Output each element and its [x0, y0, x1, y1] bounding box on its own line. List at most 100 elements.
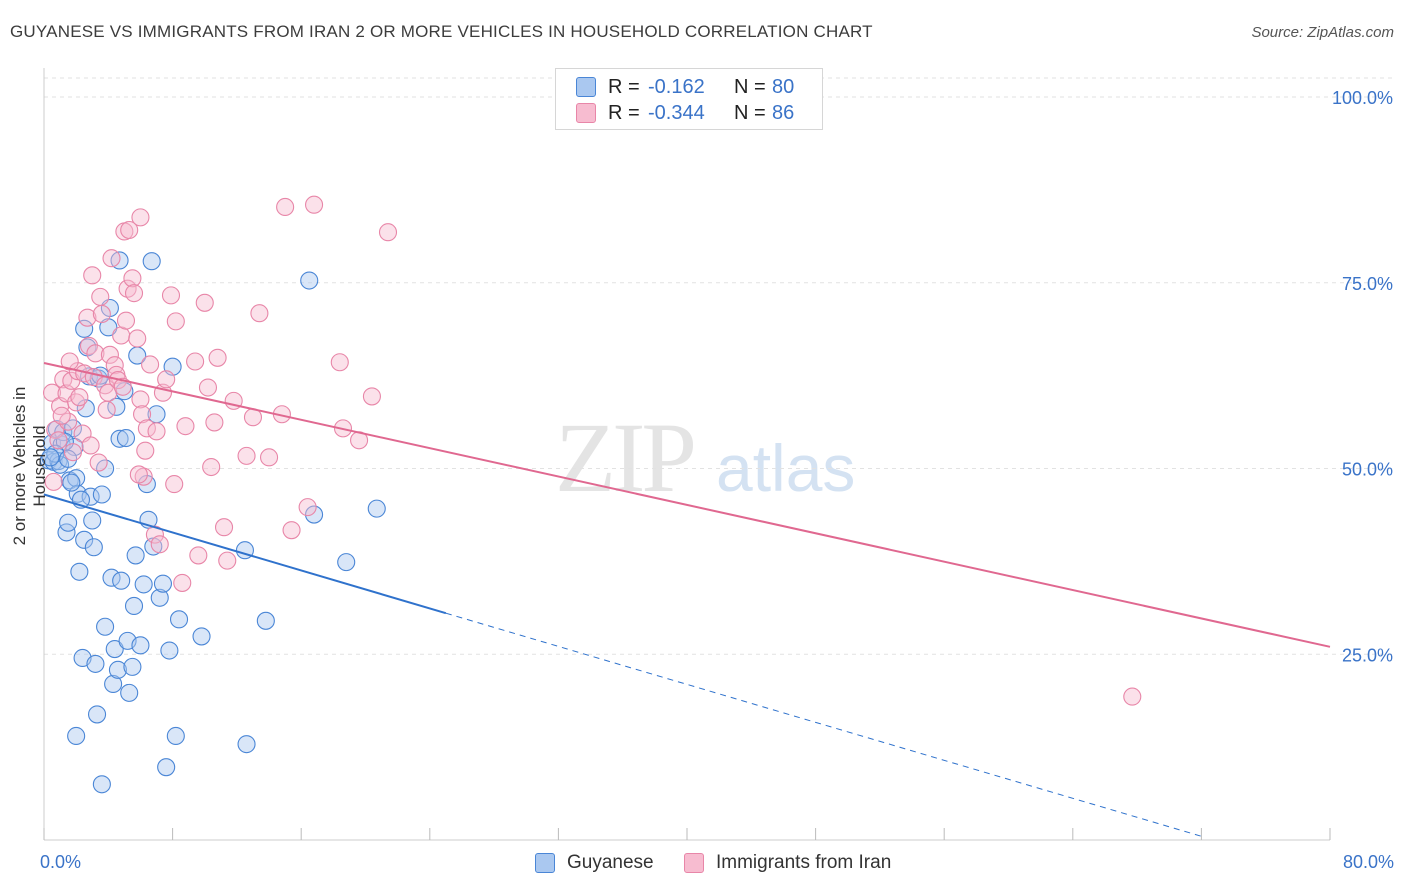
- iran-point: [276, 197, 295, 217]
- r-value: -0.162: [648, 75, 705, 98]
- guyanese-point: [104, 674, 123, 694]
- guyanese-point: [76, 399, 95, 418]
- guyanese-point: [41, 448, 60, 467]
- y-tick-label: 50.0%: [1342, 460, 1393, 480]
- watermark-atlas: atlas: [716, 431, 856, 505]
- iran-point: [81, 436, 100, 455]
- guyanese-point: [126, 546, 145, 565]
- guyanese-point: [96, 617, 115, 636]
- r-value: -0.344: [648, 101, 705, 124]
- guyanese-swatch: [576, 77, 596, 97]
- guyanese-point: [169, 610, 189, 629]
- iran-point: [86, 344, 105, 363]
- iran-point: [186, 352, 205, 371]
- iran-point: [202, 457, 221, 477]
- iran-point: [166, 312, 185, 331]
- guyanese-point: [75, 530, 94, 549]
- iran-point: [176, 417, 195, 436]
- y-axis-label: 2 or more Vehicles in Household: [10, 386, 49, 546]
- iran-swatch: [684, 853, 704, 873]
- y-tick-label: 100.0%: [1332, 88, 1393, 108]
- legend-label: Guyanese: [567, 852, 654, 873]
- legend-label: Immigrants from Iran: [716, 852, 892, 873]
- guyanese-point: [116, 428, 136, 448]
- guyanese-point: [305, 505, 324, 524]
- axes: [43, 68, 1331, 841]
- guyanese-point: [142, 252, 161, 271]
- iran-point: [161, 286, 181, 305]
- iran-point: [113, 377, 132, 396]
- iran-point: [70, 388, 89, 407]
- iran-point: [205, 413, 224, 432]
- trend-lines: [43, 362, 1331, 837]
- iran-point: [1123, 687, 1142, 706]
- iran-point: [305, 195, 324, 214]
- guyanese-point: [86, 654, 105, 673]
- iran-point: [131, 390, 150, 409]
- y-tick-label: 25.0%: [1342, 645, 1393, 665]
- legend-item-iran[interactable]: Immigrants from Iran: [684, 852, 891, 874]
- guyanese-point: [337, 553, 356, 572]
- series-legend: Guyanese Immigrants from Iran: [0, 852, 1406, 878]
- guyanese-point: [108, 660, 127, 679]
- iran-point: [282, 521, 301, 540]
- guyanese-point: [131, 636, 150, 655]
- iran-point: [91, 287, 110, 306]
- guyanese-point: [256, 611, 275, 630]
- iran-point: [123, 269, 142, 288]
- iran-point: [165, 475, 184, 494]
- guyanese-point: [70, 562, 89, 581]
- iran-point: [218, 551, 237, 570]
- iran-point: [173, 573, 192, 592]
- iran-point: [79, 336, 99, 355]
- guyanese-point: [300, 271, 319, 290]
- iran-point: [120, 220, 139, 240]
- guyanese-point: [59, 513, 78, 532]
- iran-point: [141, 355, 160, 374]
- iran-point: [97, 400, 116, 419]
- guyanese-point: [84, 538, 103, 557]
- guyanese-point: [124, 596, 144, 616]
- iran-point: [89, 453, 108, 472]
- iran-point: [145, 525, 164, 544]
- iran-point: [134, 467, 153, 486]
- iran-point: [136, 441, 155, 460]
- iran-point: [100, 345, 119, 364]
- r-label: R =: [608, 101, 640, 124]
- stats-legend: R = -0.162 N = 80 R = -0.344 N = 86: [555, 68, 823, 130]
- watermark-zip: ZIP: [555, 402, 697, 513]
- iran-point: [378, 223, 398, 242]
- guyanese-point: [83, 511, 102, 530]
- guyanese-points: [39, 251, 386, 794]
- iran-point: [129, 465, 148, 484]
- iran-point: [116, 311, 136, 330]
- iran-point: [157, 370, 176, 389]
- iran-point: [124, 284, 144, 303]
- source-label: Source: ZipAtlas.com: [1251, 24, 1394, 41]
- legend-item-guyanese[interactable]: Guyanese: [535, 852, 654, 874]
- iran-point: [189, 546, 208, 565]
- iran-point: [102, 249, 121, 268]
- iran-point: [49, 431, 68, 450]
- iran-point: [150, 535, 169, 554]
- iran-trend-line: [43, 362, 1331, 648]
- guyanese-point: [110, 429, 129, 448]
- iran-point: [42, 383, 62, 402]
- iran-point: [133, 405, 152, 424]
- stats-legend-row-iran: R = -0.344 N = 86: [576, 100, 794, 126]
- guyanese-point: [153, 574, 173, 593]
- y-tick-labels: 25.0% 50.0% 75.0% 100.0%: [1332, 88, 1393, 665]
- iran-point: [147, 422, 166, 441]
- guyanese-point: [192, 627, 211, 646]
- r-label: R =: [608, 75, 640, 98]
- iran-point: [214, 518, 234, 537]
- stats-legend-row-guyanese: R = -0.162 N = 80: [576, 74, 794, 100]
- iran-point: [128, 329, 147, 348]
- iran-point: [92, 304, 111, 324]
- guyanese-point: [92, 485, 111, 504]
- guyanese-point: [166, 726, 185, 746]
- guyanese-point: [150, 588, 169, 607]
- guyanese-point: [112, 571, 131, 590]
- guyanese-point: [367, 499, 386, 518]
- iran-point: [60, 352, 79, 371]
